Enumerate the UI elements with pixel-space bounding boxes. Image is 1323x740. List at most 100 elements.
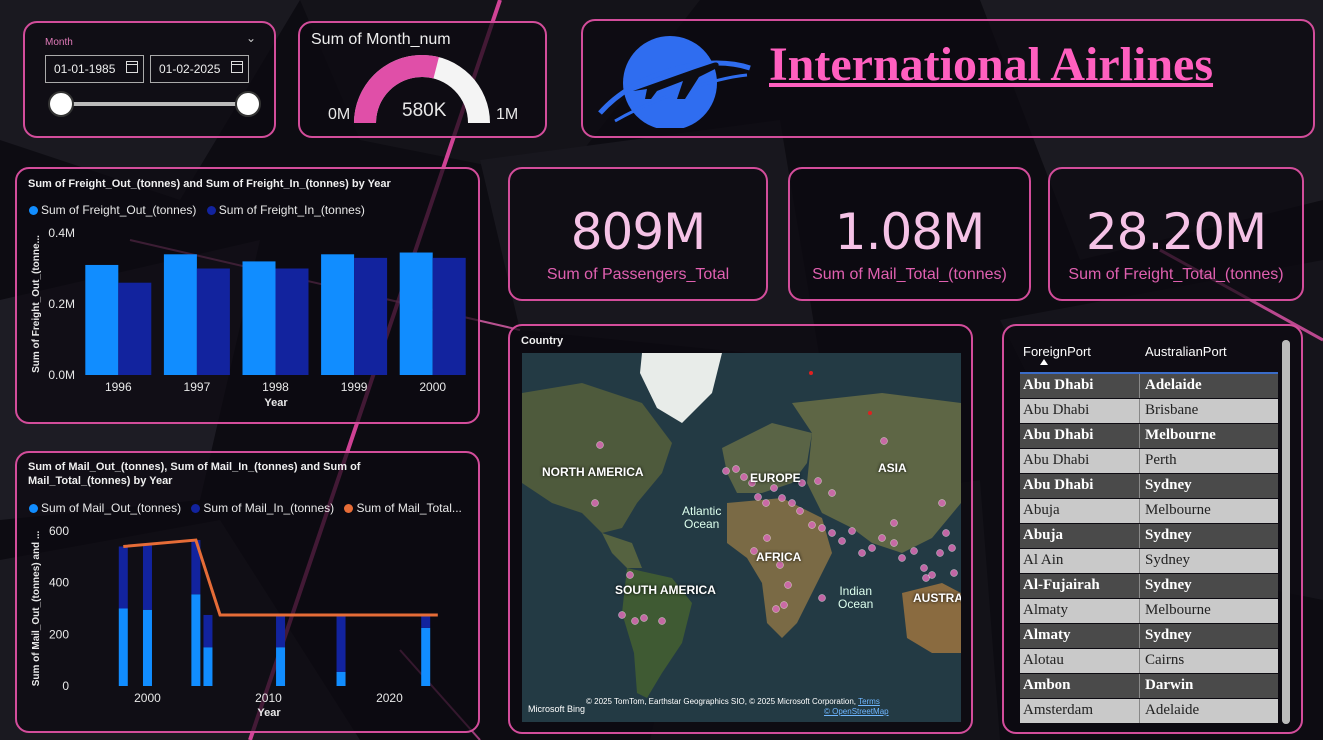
- map-marker[interactable]: [950, 569, 958, 577]
- table-row[interactable]: Abu Dhabi Adelaide: [1020, 374, 1278, 398]
- column-header-foreignport[interactable]: ForeignPort: [1023, 344, 1091, 359]
- table-row[interactable]: Alotau Cairns: [1020, 649, 1278, 673]
- table-row[interactable]: Abuja Melbourne: [1020, 499, 1278, 523]
- legend-item[interactable]: Sum of Mail_In_(tonnes): [191, 501, 334, 515]
- bar[interactable]: [432, 257, 466, 375]
- table-row[interactable]: Abu Dhabi Sydney: [1020, 474, 1278, 498]
- bar-segment[interactable]: [142, 543, 152, 610]
- bar-segment[interactable]: [336, 614, 346, 672]
- mail-chart-card[interactable]: Sum of Mail_Out_(tonnes), Sum of Mail_In…: [15, 451, 480, 733]
- table-row[interactable]: Abuja Sydney: [1020, 524, 1278, 548]
- map-marker[interactable]: [784, 581, 792, 589]
- map-marker[interactable]: [596, 441, 604, 449]
- map-marker[interactable]: [818, 594, 826, 602]
- bar[interactable]: [321, 254, 355, 375]
- map-marker[interactable]: [936, 549, 944, 557]
- ports-table-card[interactable]: ForeignPort AustralianPort Abu Dhabi Adel…: [1002, 324, 1303, 734]
- map-marker[interactable]: [748, 479, 756, 487]
- bar[interactable]: [275, 268, 309, 376]
- bar-segment[interactable]: [118, 608, 128, 687]
- map-marker[interactable]: [762, 499, 770, 507]
- bar-segment[interactable]: [142, 609, 152, 686]
- bar-segment[interactable]: [276, 647, 286, 686]
- map-marker[interactable]: [828, 489, 836, 497]
- map-marker[interactable]: [640, 614, 648, 622]
- bar[interactable]: [354, 257, 388, 375]
- chevron-down-icon[interactable]: ⌄: [245, 31, 256, 45]
- sort-ascending-icon[interactable]: [1040, 359, 1048, 365]
- range-slider-track[interactable]: [61, 102, 248, 106]
- map-marker[interactable]: [928, 571, 936, 579]
- map-marker[interactable]: [626, 571, 634, 579]
- column-header-australianport[interactable]: AustralianPort: [1145, 344, 1227, 359]
- map-marker[interactable]: [618, 611, 626, 619]
- map-marker[interactable]: [868, 411, 872, 415]
- table-row[interactable]: Al-Fujairah Sydney: [1020, 574, 1278, 598]
- table-row[interactable]: Almaty Sydney: [1020, 624, 1278, 648]
- map-marker[interactable]: [763, 534, 771, 542]
- map-marker[interactable]: [948, 544, 956, 552]
- table-row[interactable]: Almaty Melbourne: [1020, 599, 1278, 623]
- map-marker[interactable]: [808, 521, 816, 529]
- map-marker[interactable]: [942, 529, 950, 537]
- kpi-freight[interactable]: 28.20M Sum of Freight_Total_(tonnes): [1048, 167, 1304, 301]
- end-date-input[interactable]: 01-02-2025: [150, 55, 249, 83]
- scrollbar-thumb[interactable]: [1282, 340, 1290, 724]
- map-marker[interactable]: [770, 484, 778, 492]
- map-marker[interactable]: [780, 601, 788, 609]
- bar[interactable]: [85, 264, 119, 375]
- osm-link[interactable]: © OpenStreetMap: [824, 707, 889, 716]
- map-marker[interactable]: [880, 437, 888, 445]
- map-marker[interactable]: [878, 534, 886, 542]
- map-marker[interactable]: [920, 564, 928, 572]
- legend-item[interactable]: Sum of Freight_Out_(tonnes): [29, 203, 196, 217]
- map-marker[interactable]: [772, 605, 780, 613]
- scrollbar[interactable]: [1282, 340, 1290, 724]
- bar-segment[interactable]: [191, 594, 201, 686]
- start-date-input[interactable]: 01-01-1985: [45, 55, 144, 83]
- map-marker[interactable]: [838, 537, 846, 545]
- map-marker[interactable]: [890, 539, 898, 547]
- table-row[interactable]: Al Ain Sydney: [1020, 549, 1278, 573]
- table-row[interactable]: Ambon Darwin: [1020, 674, 1278, 698]
- calendar-icon[interactable]: [126, 61, 138, 73]
- map-marker[interactable]: [732, 465, 740, 473]
- map-marker[interactable]: [890, 519, 898, 527]
- country-map-card[interactable]: Country NORTH AMERICA EUROPE ASIA AFRICA…: [508, 324, 973, 734]
- map-marker[interactable]: [922, 574, 930, 582]
- map-marker[interactable]: [754, 493, 762, 501]
- bar-segment[interactable]: [191, 540, 201, 595]
- total-line[interactable]: [123, 538, 438, 617]
- map-marker[interactable]: [750, 547, 758, 555]
- map-marker[interactable]: [796, 507, 804, 515]
- map-marker[interactable]: [910, 547, 918, 555]
- table-row[interactable]: Abu Dhabi Perth: [1020, 449, 1278, 473]
- map-marker[interactable]: [938, 499, 946, 507]
- map-marker[interactable]: [868, 544, 876, 552]
- date-slicer[interactable]: Month ⌄ 01-01-1985 01-02-2025: [23, 21, 276, 138]
- map-marker[interactable]: [828, 529, 836, 537]
- calendar-icon[interactable]: [231, 61, 243, 73]
- world-map[interactable]: NORTH AMERICA EUROPE ASIA AFRICA SOUTH A…: [522, 353, 961, 722]
- terms-link[interactable]: Terms: [858, 697, 880, 706]
- kpi-mail[interactable]: 1.08M Sum of Mail_Total_(tonnes): [788, 167, 1031, 301]
- bar-segment[interactable]: [421, 627, 431, 686]
- legend-item[interactable]: Sum of Freight_In_(tonnes): [206, 203, 365, 217]
- map-marker[interactable]: [818, 524, 826, 532]
- bar-segment[interactable]: [421, 614, 431, 628]
- map-marker[interactable]: [778, 494, 786, 502]
- bar-segment[interactable]: [203, 647, 213, 686]
- map-marker[interactable]: [814, 477, 822, 485]
- map-marker[interactable]: [809, 371, 813, 375]
- table-row[interactable]: Amsterdam Adelaide: [1020, 699, 1278, 723]
- map-marker[interactable]: [858, 549, 866, 557]
- bar[interactable]: [118, 282, 152, 375]
- freight-chart-card[interactable]: Sum of Freight_Out_(tonnes) and Sum of F…: [15, 167, 480, 424]
- gauge-card[interactable]: Sum of Month_num 0M 580K 1M: [298, 21, 547, 138]
- bar-segment[interactable]: [203, 614, 213, 648]
- table-row[interactable]: Abu Dhabi Melbourne: [1020, 424, 1278, 448]
- map-marker[interactable]: [848, 527, 856, 535]
- map-marker[interactable]: [776, 561, 784, 569]
- map-marker[interactable]: [591, 499, 599, 507]
- range-slider-start-handle[interactable]: [48, 91, 74, 117]
